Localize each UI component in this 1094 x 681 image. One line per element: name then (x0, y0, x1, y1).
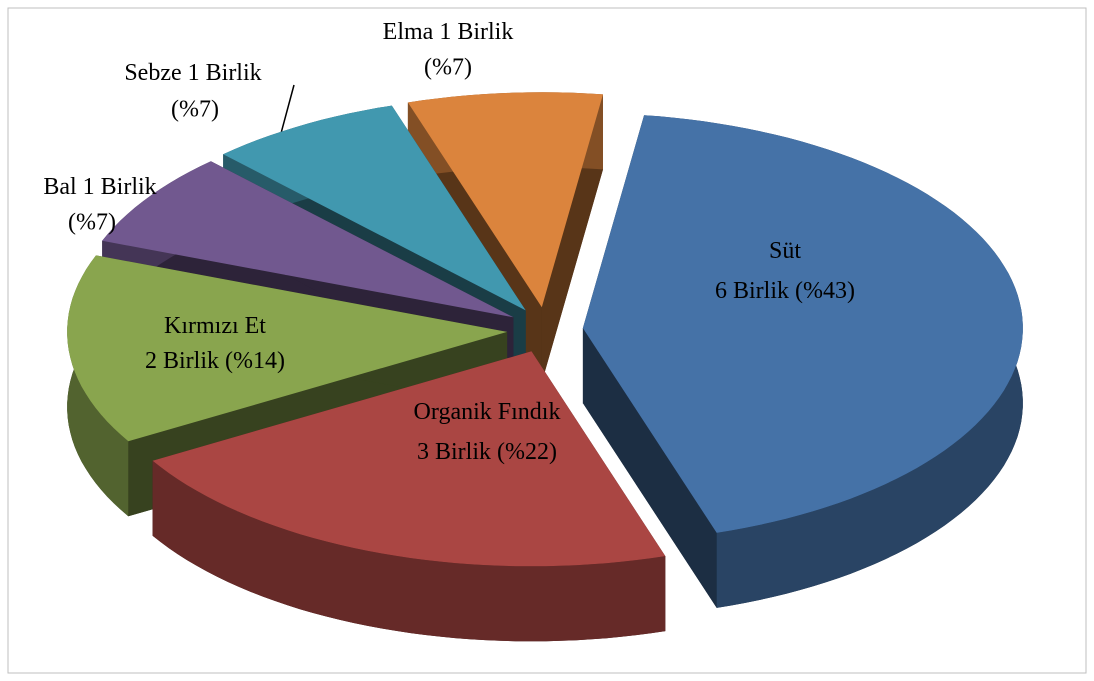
percentage-label: (%14) (225, 348, 285, 374)
data-label-line: 6 Birlik (%43) (715, 278, 855, 304)
data-label-line: Bal 1 Birlik (43, 174, 156, 200)
slice (407, 92, 603, 383)
category-label: Organik Fındık (414, 399, 561, 425)
category-label: Kırmızı Et (164, 313, 266, 339)
value-label: 2 Birlik (145, 348, 219, 374)
percentage-label: (%43) (795, 278, 855, 304)
category-label: Bal (43, 174, 77, 200)
slice-top (152, 351, 666, 567)
value-label: 1 Birlik (83, 174, 157, 200)
percentage-label: (%22) (497, 439, 557, 465)
slice-top (407, 92, 603, 308)
slice-side (152, 460, 666, 642)
data-label: Süt (769, 238, 801, 264)
percentage-label: (%7) (68, 210, 116, 236)
data-label-line: Elma 1 Birlik (383, 19, 514, 45)
slice-top (582, 115, 1023, 533)
slice-radial-face (582, 328, 717, 608)
slice-top (223, 105, 526, 311)
slice-top (102, 161, 514, 318)
data-label-line: 2 Birlik (%14) (145, 348, 285, 374)
data-label-line: Sebze 1 Birlik (124, 60, 261, 86)
category-label: Süt (769, 238, 801, 264)
slice-top (67, 255, 508, 442)
value-label: 6 Birlik (715, 278, 789, 304)
leader-line (279, 84, 295, 138)
data-label: Organik Fındık (414, 399, 561, 425)
category-label: Elma (383, 19, 434, 45)
slice (582, 115, 1023, 608)
value-label: 1 Birlik (188, 60, 262, 86)
data-label: Kırmızı Et (164, 313, 266, 339)
value-label: 3 Birlik (417, 439, 491, 465)
percentage-label: (%7) (424, 55, 472, 81)
category-label: Sebze (124, 60, 181, 86)
data-label-line: 3 Birlik (%22) (417, 439, 557, 465)
percentage-label: (%7) (171, 97, 219, 123)
value-label: 1 Birlik (439, 19, 513, 45)
slice (152, 351, 666, 642)
